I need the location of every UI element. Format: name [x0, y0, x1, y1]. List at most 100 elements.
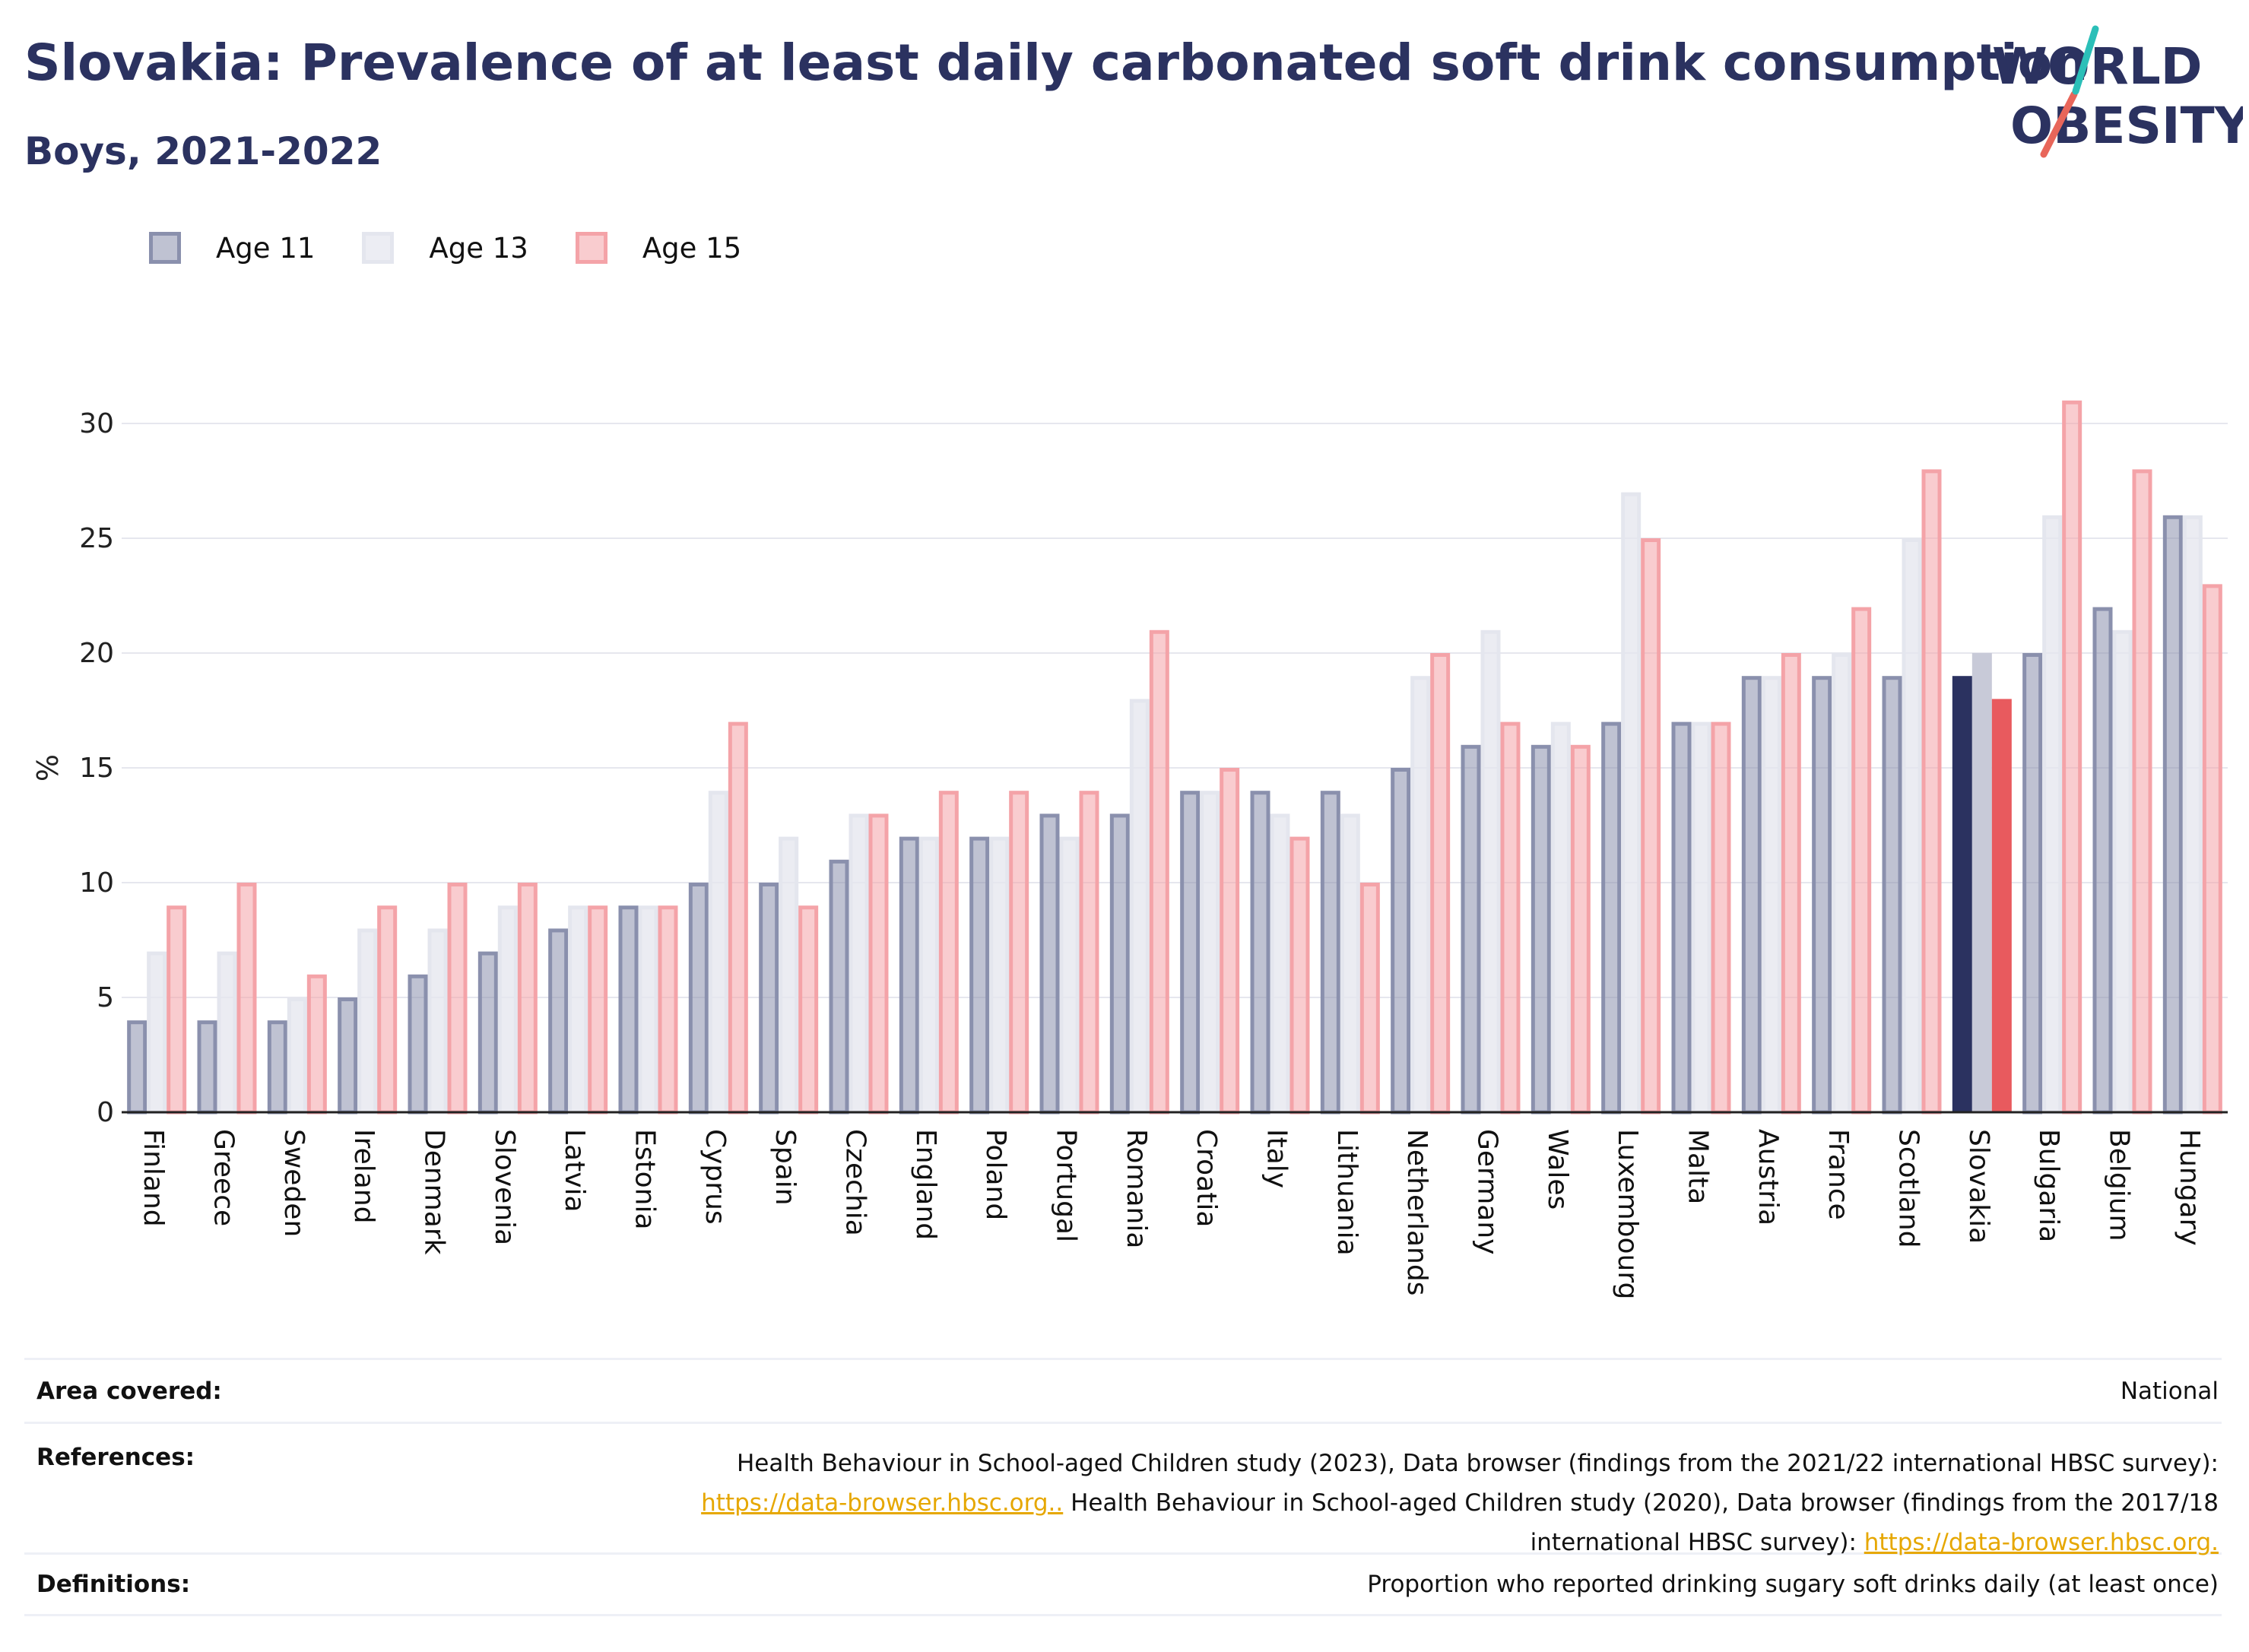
legend-item-age15: Age 15: [575, 232, 741, 265]
bar: [899, 836, 919, 1115]
x-tick-label: Croatia: [1191, 1129, 1222, 1227]
y-tick-label: 30: [79, 408, 114, 439]
bar: [1921, 469, 1942, 1115]
bar: [1902, 538, 1922, 1115]
x-tick-label: Spain: [769, 1129, 801, 1206]
footer-row-definitions: Definitions: Proportion who reported dri…: [24, 1552, 2222, 1616]
bar: [1621, 492, 1642, 1115]
world-obesity-logo: WORLD OBESITY: [1992, 25, 2243, 158]
bar: [2022, 653, 2043, 1115]
legend-item-age11: Age 11: [149, 232, 315, 265]
x-tick-label: Greece: [208, 1129, 239, 1226]
x-tick-label: Italy: [1261, 1129, 1293, 1188]
reference-link-1[interactable]: https://data-browser.hbsc.org..: [701, 1489, 1064, 1517]
x-tick-label: Bulgaria: [2033, 1129, 2064, 1242]
bar: [1059, 836, 1080, 1115]
bar: [497, 905, 518, 1115]
area-covered-value: National: [2120, 1377, 2219, 1405]
reference-text-1: Health Behaviour in School-aged Children…: [737, 1450, 2219, 1477]
references-label: References:: [36, 1444, 195, 1471]
legend-swatch-age11: [149, 232, 181, 264]
bar: [1570, 744, 1591, 1115]
x-tick-label: Sweden: [278, 1129, 309, 1237]
bar: [728, 721, 748, 1115]
x-tick-label: Ireland: [348, 1129, 379, 1224]
y-tick-label: 20: [79, 638, 114, 669]
bar: [427, 928, 448, 1115]
x-tick-label: Luxembourg: [1612, 1129, 1643, 1299]
chart-subtitle: Boys, 2021-2022: [24, 129, 382, 173]
bar: [1340, 813, 1360, 1115]
x-tick-label: Portugal: [1051, 1129, 1082, 1242]
bar: [447, 883, 468, 1115]
bar: [1200, 791, 1220, 1115]
y-tick-label: 0: [97, 1097, 114, 1128]
bar: [829, 859, 849, 1115]
bar: [1812, 676, 1832, 1115]
bar: [267, 1020, 287, 1115]
bar: [2042, 515, 2063, 1115]
chart-legend: Age 11 Age 13 Age 15: [149, 225, 788, 271]
bar: [938, 791, 959, 1115]
bar: [167, 905, 187, 1115]
y-tick-label: 15: [79, 753, 114, 784]
bar: [1461, 744, 1481, 1115]
reference-link-2[interactable]: https://data-browser.hbsc.org.: [1864, 1529, 2219, 1556]
bar: [849, 813, 869, 1115]
bar: [2112, 629, 2133, 1115]
bar: [2162, 515, 2183, 1115]
bar: [1691, 721, 1711, 1115]
logo-line1: WORLD: [1992, 37, 2203, 96]
bar: [127, 1020, 148, 1115]
area-covered-label: Area covered:: [36, 1377, 222, 1405]
bar: [1971, 653, 1992, 1112]
bar: [1671, 721, 1692, 1115]
footer-row-area: Area covered: National: [24, 1358, 2222, 1422]
bar: [517, 883, 538, 1115]
bar: [217, 951, 237, 1115]
x-tick-label: England: [910, 1129, 941, 1240]
bar: [1851, 607, 1872, 1115]
y-axis-label: %: [31, 754, 65, 782]
bar: [1430, 653, 1451, 1115]
bar: [1741, 676, 1762, 1115]
bar: [2202, 584, 2222, 1115]
bar: [1601, 721, 1622, 1115]
bar: [1220, 768, 1240, 1115]
x-tick-label: Hungary: [2174, 1129, 2205, 1246]
bar: [759, 883, 779, 1115]
legend-item-age13: Age 13: [362, 232, 528, 265]
bar: [1079, 791, 1099, 1115]
bar: [1641, 538, 1661, 1115]
x-tick-label: Cyprus: [699, 1129, 731, 1225]
x-tick-label: Scotland: [1893, 1129, 1924, 1248]
y-tick-label: 5: [97, 982, 114, 1013]
reference-text-2: Health Behaviour in School-aged Children…: [1063, 1489, 2219, 1556]
definitions-value: Proportion who reported drinking sugary …: [1367, 1571, 2219, 1598]
x-tick-label: Slovenia: [489, 1129, 520, 1245]
definitions-label: Definitions:: [36, 1571, 191, 1598]
bar: [779, 836, 799, 1115]
bar: [688, 883, 709, 1115]
bar: [1531, 744, 1551, 1115]
bar: [338, 997, 358, 1115]
bar: [1180, 791, 1201, 1115]
bar: [1480, 629, 1501, 1115]
bar: [147, 951, 167, 1115]
x-tick-label: Latvia: [559, 1129, 590, 1213]
x-tick-label: Belgium: [2104, 1129, 2135, 1241]
x-tick-label: Malta: [1683, 1129, 1714, 1204]
bar: [918, 836, 939, 1115]
bar: [2092, 607, 2113, 1115]
bar: [197, 1020, 217, 1115]
bar: [1550, 721, 1571, 1115]
bar-chart: 0 5 10 15 20 25 30% Finland Greece Sweden Ireland D…: [31, 400, 2228, 1299]
legend-swatch-age15: [575, 232, 607, 264]
bar: [357, 928, 378, 1115]
bar: [1109, 813, 1130, 1115]
bar: [989, 836, 1010, 1115]
bar: [377, 905, 398, 1115]
bar: [1009, 791, 1029, 1115]
bar: [969, 836, 990, 1115]
bar: [1500, 721, 1521, 1115]
